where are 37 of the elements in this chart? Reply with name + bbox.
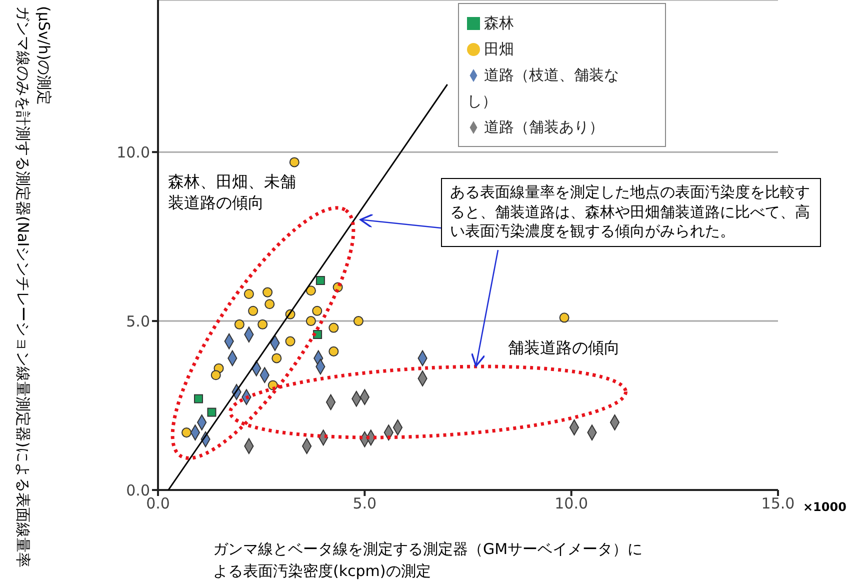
point xyxy=(328,346,339,356)
point xyxy=(559,312,570,323)
x-tick-label: 5.0 xyxy=(352,494,377,513)
text: ×1000 xyxy=(803,500,848,516)
point xyxy=(248,306,258,316)
point xyxy=(312,306,322,316)
y-tick-label: 10.0 xyxy=(116,143,150,162)
point xyxy=(194,394,204,404)
point xyxy=(234,319,244,330)
point xyxy=(353,316,364,326)
point xyxy=(210,370,221,380)
x-tick-label: 0.0 xyxy=(146,494,170,513)
point xyxy=(244,288,254,300)
annotation: 舗装道路の傾向 xyxy=(508,338,621,359)
point xyxy=(272,353,282,364)
y-axis-title: ガンマ線のみを計測する測定器(NaIシンチレーション線量測定器)による表面線量率(μSv/h)の測定 xyxy=(13,6,54,570)
y-tick-label: 5.0 xyxy=(126,312,150,330)
annotation: 森林、田畑、未舗装道路の傾向 xyxy=(168,172,297,214)
point xyxy=(182,428,192,438)
legend-label: 田畑 xyxy=(484,40,514,58)
point xyxy=(328,322,339,333)
x-axis-title: ガンマ線とベータ線を測定する測定器（GMサーベイメータ）による表面汚染密度(kcpm)の測定 xyxy=(213,539,643,582)
point xyxy=(316,276,325,285)
point xyxy=(289,157,300,168)
legend-label: 森林 xyxy=(484,14,514,32)
point xyxy=(285,336,296,346)
point xyxy=(262,287,273,298)
point xyxy=(207,408,216,417)
x-tick-label: 15.0 xyxy=(761,494,795,513)
point xyxy=(264,299,275,310)
point xyxy=(306,286,316,296)
legend-label: 道路（舗装あり） xyxy=(484,118,604,136)
point xyxy=(306,316,316,326)
annotation: ある表面線量率を測定した地点の表面汚染度を比較すると、舗装道路は、森林や田畑舗装道路に比べて、高い表面汚染濃度を観する傾向がみられた。 xyxy=(441,178,821,246)
point xyxy=(258,319,268,330)
legend-label: 道路（枝道、舗装なし） xyxy=(467,66,619,110)
x-tick-label: 10.0 xyxy=(554,494,588,513)
